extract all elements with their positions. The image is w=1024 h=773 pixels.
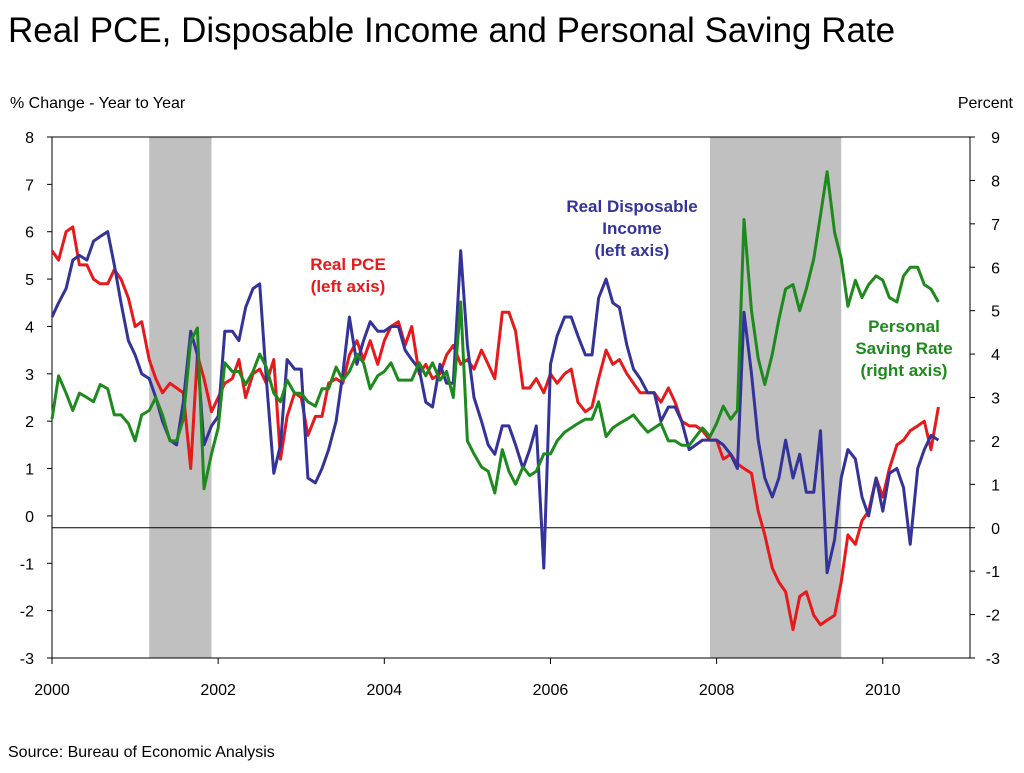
y2-tick-label: 7 <box>991 217 1000 234</box>
annotation: (left axis) <box>311 277 386 296</box>
x-tick-label: 2002 <box>200 682 236 699</box>
y2-tick-label: 2 <box>991 434 1000 451</box>
annotation: Real Disposable <box>566 197 697 216</box>
series-line <box>50 170 940 495</box>
y-tick-label: -3 <box>20 651 34 668</box>
annotation: Real PCE <box>310 255 386 274</box>
y2-tick-label: 4 <box>991 347 1000 364</box>
y-tick-label: 0 <box>25 509 34 526</box>
x-tick-label: 2004 <box>367 682 403 699</box>
y2-axis-label: Percent <box>958 95 1014 112</box>
y2-tick-label: -3 <box>986 651 1000 668</box>
y2-tick-label: -1 <box>986 564 1000 581</box>
y-tick-label: 4 <box>25 319 34 336</box>
annotation: Income <box>602 219 662 238</box>
y-tick-label: 6 <box>25 225 34 242</box>
y-tick-label: 5 <box>25 272 34 289</box>
recession-band <box>149 137 212 658</box>
y-tick-label: -2 <box>20 604 34 621</box>
y2-tick-label: 0 <box>991 521 1000 538</box>
y2-tick-label: 3 <box>991 391 1000 408</box>
y-tick-label: 3 <box>25 367 34 384</box>
y2-tick-label: 1 <box>991 477 1000 494</box>
chart-title: Real PCE, Disposable Income and Personal… <box>8 11 895 50</box>
annotation: Personal <box>868 317 940 336</box>
annotation: (right axis) <box>861 361 948 380</box>
y-axis-label: % Change - Year to Year <box>10 95 186 112</box>
annotation: Saving Rate <box>855 339 952 358</box>
y-tick-label: 7 <box>25 177 34 194</box>
y2-tick-label: 9 <box>991 130 1000 147</box>
source: Source: Bureau of Economic Analysis <box>8 744 275 761</box>
x-tick-label: 2000 <box>34 682 70 699</box>
annotation: (left axis) <box>595 241 670 260</box>
x-tick-label: 2010 <box>865 682 901 699</box>
y2-tick-label: 8 <box>991 173 1000 190</box>
y-tick-label: 1 <box>25 462 34 479</box>
y2-tick-label: -2 <box>986 608 1000 625</box>
y-tick-label: 2 <box>25 414 34 431</box>
x-tick-label: 2008 <box>699 682 735 699</box>
y2-tick-label: 5 <box>991 304 1000 321</box>
x-tick-label: 2006 <box>533 682 569 699</box>
y-tick-label: 8 <box>25 130 34 147</box>
y2-tick-label: 6 <box>991 260 1000 277</box>
y-tick-label: -1 <box>20 556 34 573</box>
